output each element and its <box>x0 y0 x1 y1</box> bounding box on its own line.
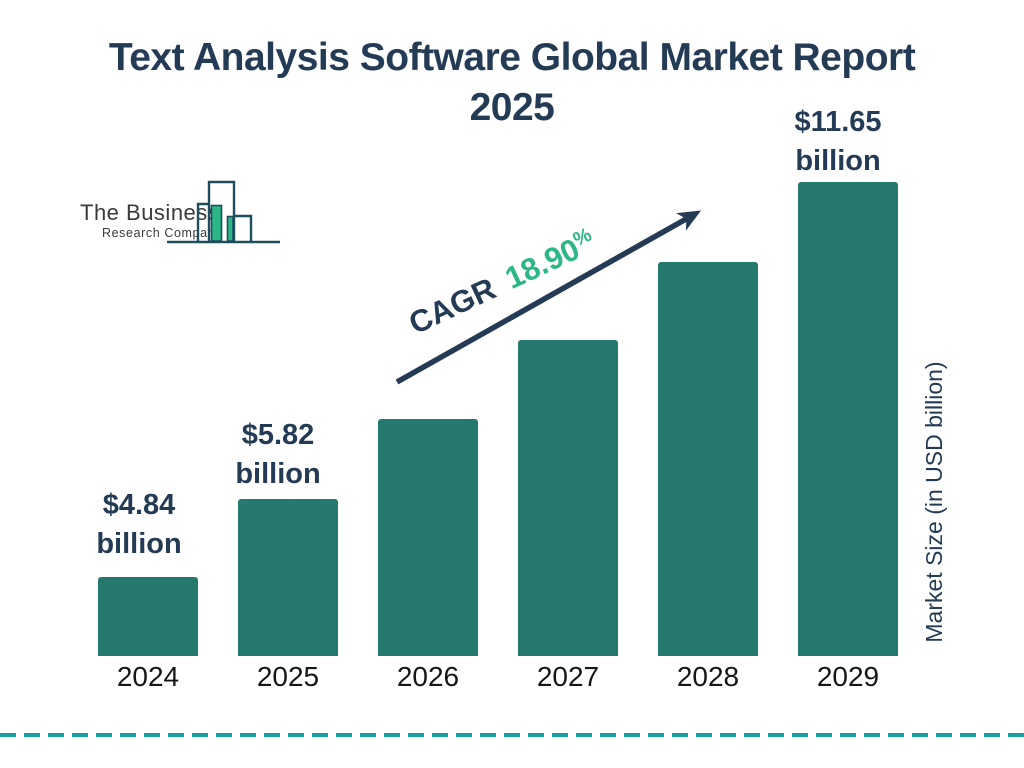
x-tick-label-2024: 2024 <box>116 661 180 692</box>
value-label-2025-unit: billion <box>235 458 321 490</box>
x-tick-label-2027: 2027 <box>536 661 600 692</box>
x-tick-label-2026: 2026 <box>396 661 460 692</box>
x-tick-label-2025: 2025 <box>256 661 320 692</box>
bar-group-2025: 2025 <box>238 499 338 692</box>
bar-2027 <box>518 340 618 656</box>
bar-group-2027: 2027 <box>518 340 618 692</box>
value-label-2024: $4.84 billion <box>54 486 224 564</box>
bar-2029 <box>798 182 898 656</box>
bar-2024 <box>98 577 198 656</box>
chart-title-line2: 2025 <box>469 86 555 129</box>
value-label-2025: $5.82 billion <box>193 416 363 494</box>
value-label-2029: $11.65 billion <box>753 103 923 181</box>
company-logo: The Business Research Company <box>78 178 288 248</box>
logo-company-subtitle: Research Company <box>102 226 223 240</box>
cagr-trend-arrow <box>395 210 702 385</box>
value-label-2025-amount: $5.82 <box>241 419 315 451</box>
chart-title-line1: Text Analysis Software Global Market Rep… <box>108 36 916 79</box>
value-label-2029-amount: $11.65 <box>794 106 882 138</box>
chart-title: Text Analysis Software Global Market Rep… <box>0 33 1024 133</box>
value-label-2024-amount: $4.84 <box>102 489 176 521</box>
value-label-2024-unit: billion <box>96 528 182 560</box>
bar-group-2024: 2024 <box>98 577 198 692</box>
bar-group-2029: 2029 <box>798 182 898 692</box>
x-tick-label-2029: 2029 <box>816 661 880 692</box>
x-tick-label-2028: 2028 <box>676 661 740 692</box>
dashed-divider <box>0 733 1024 737</box>
value-label-2029-unit: billion <box>795 145 881 177</box>
bar-2028 <box>658 262 758 656</box>
y-axis-label: Market Size (in USD billion) <box>921 361 947 643</box>
bar-2026 <box>378 419 478 656</box>
logo-company-name: The Business <box>80 200 220 225</box>
bar-group-2026: 2026 <box>378 419 478 692</box>
bar-2025 <box>238 499 338 656</box>
logo-bar-chart-icon <box>167 180 280 244</box>
bar-group-2028: 2028 <box>658 262 758 692</box>
